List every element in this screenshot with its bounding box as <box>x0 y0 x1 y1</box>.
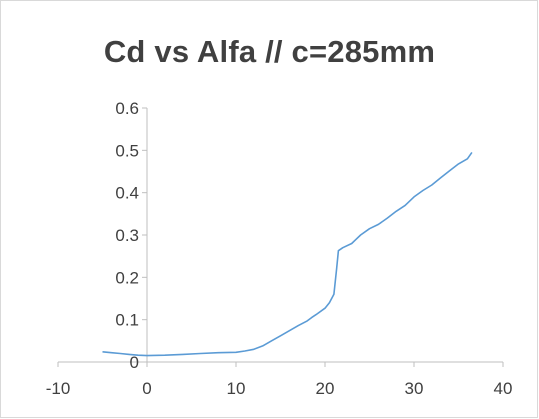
x-tick-label: 0 <box>142 379 151 398</box>
x-tick-label: 40 <box>494 379 513 398</box>
chart-axes <box>57 107 504 367</box>
x-tick-label: -10 <box>46 379 71 398</box>
y-tick-label: 0.2 <box>115 268 139 287</box>
y-tick-label: 0.6 <box>115 99 139 118</box>
series-line-0 <box>102 151 473 357</box>
y-tick-label: 0 <box>130 353 139 372</box>
y-tick-label: 0.3 <box>115 226 139 245</box>
x-tick-label: 20 <box>316 379 335 398</box>
chart-series <box>102 151 473 357</box>
x-tick-label: 10 <box>227 379 246 398</box>
y-tick-label: 0.1 <box>115 311 139 330</box>
chart-tick-labels: 0 0.1 0.2 0.3 0.4 0.5 0.6 -10 0 10 20 30 40 <box>46 99 513 398</box>
y-tick-label: 0.4 <box>115 184 139 203</box>
y-tick-label: 0.5 <box>115 141 139 160</box>
x-tick-label: 30 <box>405 379 424 398</box>
chart-title: Cd vs Alfa // c=285mm <box>103 34 436 69</box>
